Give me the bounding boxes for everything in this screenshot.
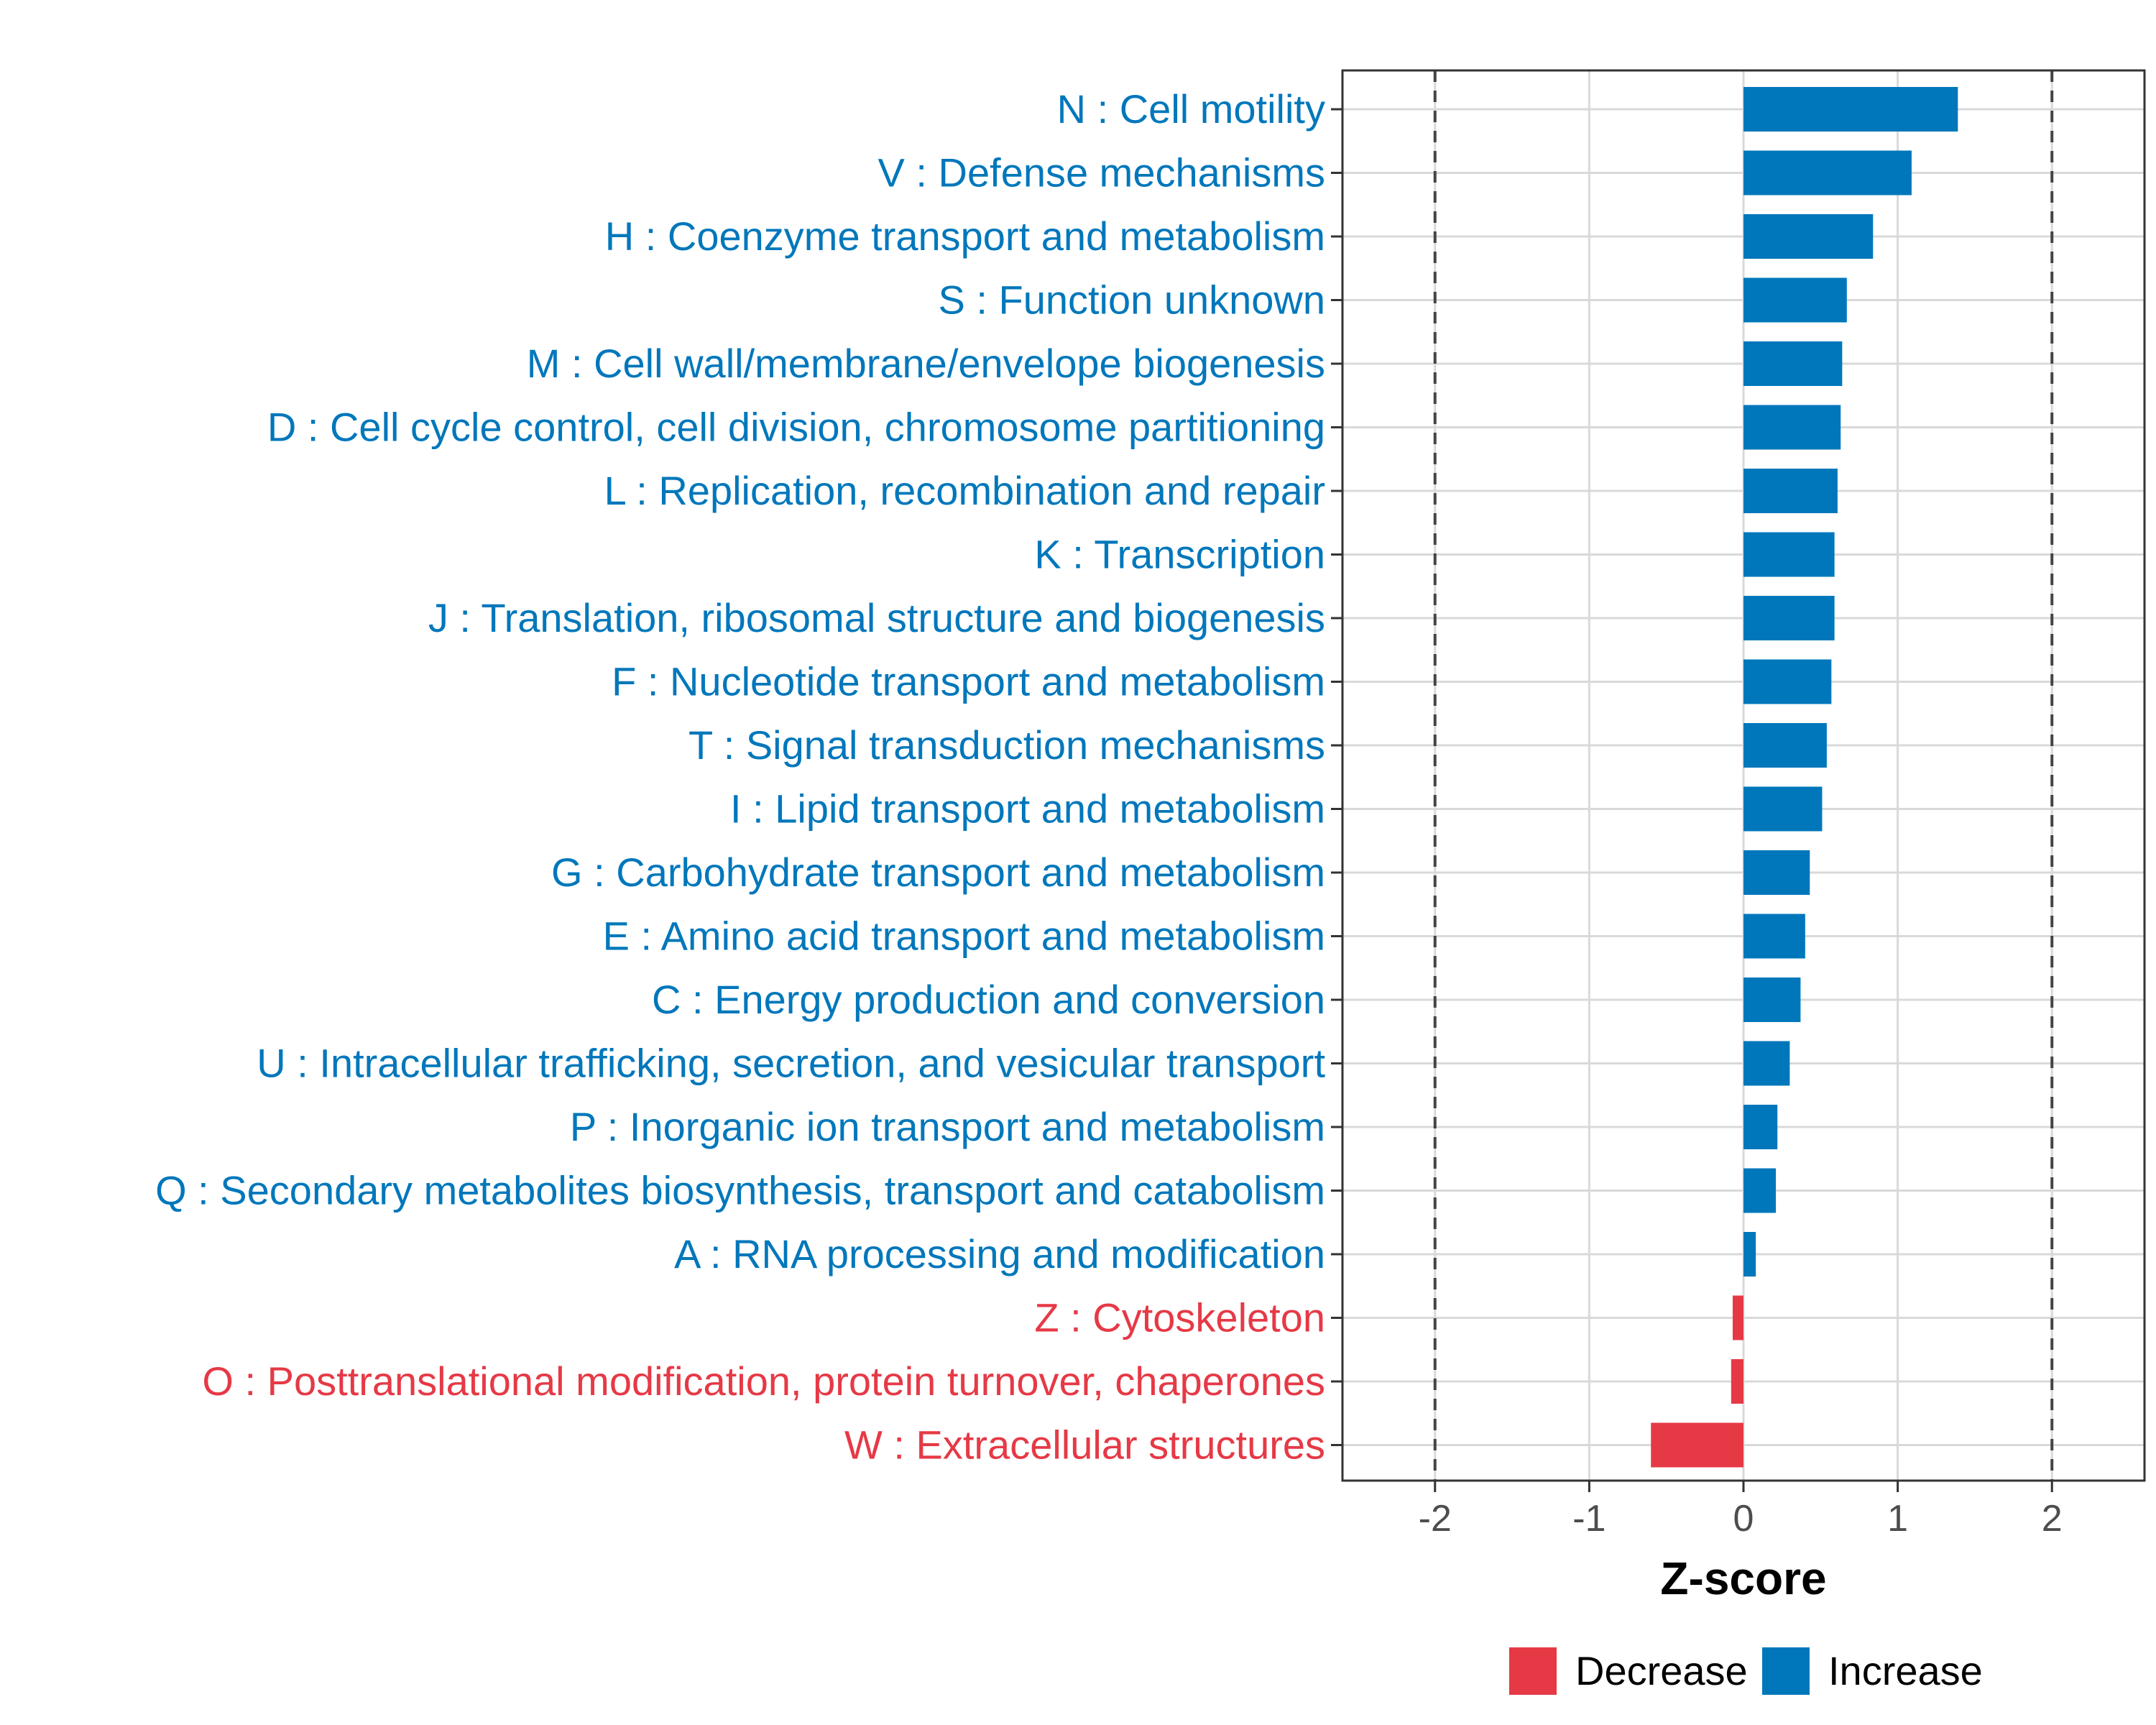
bar bbox=[1743, 596, 1835, 640]
category-label: M : Cell wall/membrane/envelope biogenes… bbox=[527, 341, 1325, 386]
x-tick-label: -1 bbox=[1572, 1498, 1606, 1540]
bar bbox=[1743, 978, 1801, 1022]
legend-key-increase bbox=[1762, 1647, 1810, 1695]
bar bbox=[1743, 150, 1912, 196]
bar bbox=[1743, 850, 1810, 895]
bar bbox=[1743, 914, 1805, 959]
bar bbox=[1743, 87, 1958, 132]
x-tick-label: -2 bbox=[1419, 1498, 1452, 1540]
plot-panel bbox=[1341, 69, 2146, 1482]
bar bbox=[1731, 1359, 1743, 1404]
bar bbox=[1743, 1168, 1777, 1213]
category-label: D : Cell cycle control, cell division, c… bbox=[267, 405, 1325, 450]
category-label: G : Carbohydrate transport and metabolis… bbox=[551, 850, 1325, 895]
category-label: E : Amino acid transport and metabolism bbox=[603, 914, 1325, 959]
category-label: C : Energy production and conversion bbox=[652, 977, 1325, 1022]
category-label: N : Cell motility bbox=[1057, 86, 1325, 132]
x-tick-label: 0 bbox=[1733, 1498, 1754, 1540]
category-label: O : Posttranslational modification, prot… bbox=[202, 1358, 1325, 1404]
x-axis: -2 -1 0 1 2 bbox=[1419, 1481, 2063, 1540]
bar bbox=[1743, 532, 1835, 577]
legend: Decrease Increase bbox=[1509, 1647, 1983, 1695]
category-label: T : Signal transduction mechanisms bbox=[688, 722, 1325, 768]
category-label: V : Defense mechanisms bbox=[878, 150, 1325, 196]
legend-label-increase: Increase bbox=[1828, 1648, 1983, 1693]
x-tick-label: 1 bbox=[1887, 1498, 1908, 1540]
x-axis-title: Z-score bbox=[1660, 1552, 1826, 1604]
category-label: W : Extracellular structures bbox=[844, 1422, 1325, 1468]
bar bbox=[1743, 723, 1827, 768]
legend-label-decrease: Decrease bbox=[1575, 1648, 1748, 1693]
category-label: Q : Secondary metabolites biosynthesis, … bbox=[155, 1168, 1325, 1213]
category-label: S : Function unknown bbox=[938, 277, 1325, 323]
bar bbox=[1743, 1105, 1778, 1149]
bar bbox=[1743, 214, 1874, 259]
category-label: J : Translation, ribosomal structure and… bbox=[428, 595, 1325, 640]
category-label: H : Coenzyme transport and metabolism bbox=[605, 213, 1325, 259]
bar bbox=[1743, 277, 1847, 323]
category-label: K : Transcription bbox=[1034, 532, 1325, 577]
bar bbox=[1743, 659, 1832, 704]
category-label: Z : Cytoskeleton bbox=[1034, 1295, 1325, 1340]
bar bbox=[1743, 786, 1823, 832]
legend-key-decrease bbox=[1509, 1647, 1557, 1695]
category-label: A : RNA processing and modification bbox=[674, 1231, 1325, 1276]
category-label: L : Replication, recombination and repai… bbox=[604, 468, 1325, 513]
bar bbox=[1732, 1295, 1743, 1340]
bar bbox=[1743, 469, 1838, 513]
bar bbox=[1651, 1422, 1743, 1468]
category-label: U : Intracellular trafficking, secretion… bbox=[257, 1041, 1325, 1086]
bar bbox=[1743, 1041, 1790, 1086]
category-label: F : Nucleotide transport and metabolism bbox=[612, 659, 1325, 704]
bar bbox=[1743, 405, 1841, 450]
category-label: I : Lipid transport and metabolism bbox=[730, 786, 1325, 832]
bar bbox=[1743, 1232, 1756, 1276]
x-tick-label: 2 bbox=[2042, 1498, 2063, 1540]
category-labels: N : Cell motility V : Defense mechanisms H… bbox=[155, 86, 1342, 1468]
category-label: P : Inorganic ion transport and metaboli… bbox=[570, 1104, 1325, 1149]
bar bbox=[1743, 341, 1843, 386]
